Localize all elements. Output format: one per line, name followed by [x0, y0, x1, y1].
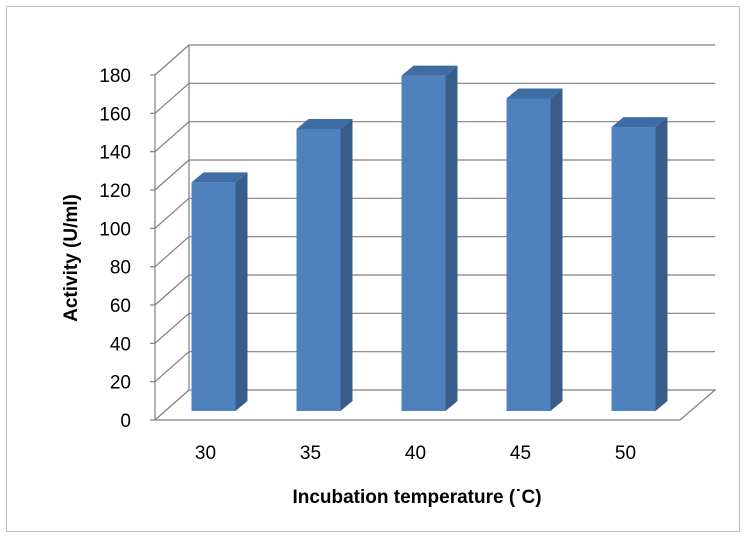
bar: [401, 75, 446, 411]
x-tick-label: 45: [510, 443, 531, 464]
y-tick-label: 80: [110, 258, 131, 279]
bar: [296, 128, 341, 411]
bar-top: [191, 172, 248, 183]
bar-side: [445, 65, 458, 411]
label-layer: 0 20 40 60 80 100 120 140 160 180 30 35 40 45 50: [99, 66, 636, 464]
bar: [506, 98, 551, 411]
y-tick-label: 20: [110, 373, 131, 394]
side-gridline: [154, 312, 190, 344]
y-tick-label: 140: [99, 143, 131, 164]
x-tick-label: 30: [195, 443, 216, 464]
x-tick-label: 35: [300, 443, 321, 464]
bar-top: [401, 65, 458, 76]
side-gridline: [154, 197, 190, 229]
bar-side: [340, 118, 353, 411]
bar-side: [655, 117, 668, 412]
bar-side: [235, 172, 248, 411]
y-axis-title: Activity (U/ml): [61, 194, 82, 322]
y-tick-label: 60: [110, 296, 131, 317]
y-tick-label: 120: [99, 181, 131, 202]
side-gridline: [154, 121, 190, 153]
y-tick-label: 0: [120, 411, 131, 432]
bar-top: [611, 117, 668, 128]
side-gridline: [154, 274, 190, 306]
side-gridline: [154, 44, 190, 76]
y-tick-label: 160: [99, 104, 131, 125]
bar: [611, 127, 656, 412]
y-tick-label: 40: [110, 334, 131, 355]
side-gridline: [154, 389, 190, 421]
bar-top: [296, 118, 353, 129]
side-gridline: [154, 351, 190, 383]
bar-top: [506, 88, 563, 99]
y-tick-label: 180: [99, 66, 131, 87]
side-gridline: [154, 82, 190, 114]
bar-layer: [191, 65, 668, 412]
bar: [191, 182, 236, 411]
bar-side: [550, 88, 563, 411]
side-gridline: [154, 159, 190, 191]
x-axis-title: Incubation temperature (˙C): [292, 487, 541, 508]
x-tick-label: 40: [405, 443, 426, 464]
y-tick-label: 100: [99, 219, 131, 240]
x-tick-label: 50: [615, 443, 636, 464]
side-gridline: [154, 236, 190, 268]
